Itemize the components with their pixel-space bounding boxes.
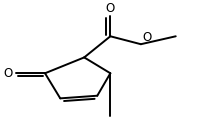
Text: O: O [142,31,151,44]
Text: O: O [3,67,12,80]
Text: O: O [106,2,115,15]
